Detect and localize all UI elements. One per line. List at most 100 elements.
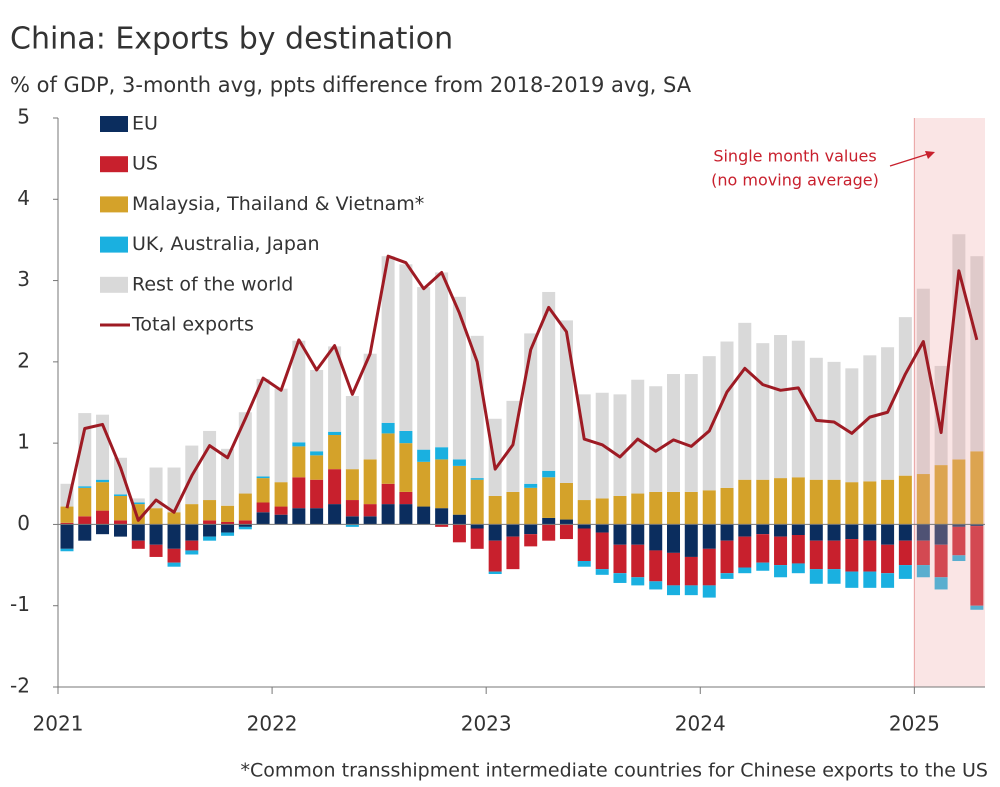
- bar: [524, 483, 538, 488]
- bar: [667, 552, 681, 586]
- bar: [970, 451, 984, 525]
- bar: [185, 550, 199, 555]
- bar: [952, 459, 966, 525]
- bar: [916, 565, 930, 578]
- bar: [649, 386, 663, 492]
- annotation: Single month values: [713, 147, 876, 166]
- y-tick-label: 4: [17, 186, 30, 210]
- bar: [310, 479, 324, 509]
- bar: [631, 544, 645, 578]
- bar: [595, 524, 609, 533]
- bar: [649, 550, 663, 582]
- legend-swatch: [100, 196, 128, 213]
- bar: [60, 522, 74, 525]
- bar: [131, 524, 145, 541]
- bar: [631, 493, 645, 525]
- bar: [435, 459, 449, 509]
- bar: [399, 430, 413, 444]
- bar: [488, 540, 502, 572]
- bar: [452, 524, 466, 543]
- legend-label: US: [132, 153, 158, 175]
- bar: [649, 581, 663, 590]
- bar: [791, 563, 805, 574]
- bar: [435, 524, 449, 527]
- bar: [898, 565, 912, 579]
- bar: [221, 521, 235, 525]
- bar: [96, 510, 110, 525]
- bar: [827, 479, 841, 525]
- bar: [310, 455, 324, 480]
- bar: [417, 449, 431, 462]
- bar: [649, 491, 663, 525]
- bar: [78, 413, 92, 487]
- bar: [827, 540, 841, 570]
- bar: [203, 524, 217, 537]
- bar: [898, 317, 912, 476]
- bar: [452, 459, 466, 466]
- line-series: [65, 254, 979, 522]
- highlight-region: [914, 118, 985, 687]
- bar: [381, 483, 395, 505]
- bar: [595, 532, 609, 570]
- bar: [363, 459, 377, 505]
- bar: [542, 524, 556, 541]
- bar: [345, 524, 359, 527]
- bar: [488, 571, 502, 575]
- bar: [738, 567, 752, 574]
- legend-swatch: [100, 276, 128, 293]
- footnote: *Common transshipment intermediate count…: [241, 760, 989, 782]
- bar: [381, 256, 395, 423]
- bar: [916, 524, 930, 541]
- bar: [238, 524, 252, 527]
- bar: [738, 322, 752, 480]
- bar: [203, 500, 217, 521]
- bar: [863, 524, 877, 541]
- bar: [328, 435, 342, 470]
- bar: [542, 470, 556, 478]
- bar: [399, 443, 413, 492]
- bar: [952, 526, 966, 556]
- bar: [292, 446, 306, 478]
- bar: [167, 548, 181, 563]
- chart-subtitle: % of GDP, 3-month avg, ppts difference f…: [10, 73, 692, 97]
- bar: [809, 524, 823, 541]
- bar: [577, 500, 591, 525]
- bar: [631, 577, 645, 586]
- bar: [863, 571, 877, 588]
- bar: [345, 516, 359, 525]
- bar: [613, 394, 627, 496]
- bar: [203, 430, 217, 501]
- bar: [328, 504, 342, 525]
- bar: [774, 565, 788, 578]
- bar: [203, 520, 217, 525]
- bar: [559, 519, 573, 525]
- bar: [506, 536, 520, 570]
- bar: [488, 418, 502, 496]
- bar: [399, 264, 413, 431]
- bar: [791, 340, 805, 478]
- bar: [167, 467, 181, 513]
- bar: [577, 561, 591, 567]
- bar: [238, 526, 252, 530]
- bar: [845, 524, 859, 540]
- bar: [363, 353, 377, 460]
- bar: [791, 477, 805, 525]
- bar: [720, 341, 734, 488]
- bar: [542, 517, 556, 525]
- bar: [881, 573, 895, 588]
- bar: [774, 536, 788, 566]
- bar: [809, 540, 823, 570]
- bar: [756, 534, 770, 563]
- bar: [435, 508, 449, 525]
- bar: [256, 512, 270, 525]
- bar: [559, 320, 573, 483]
- bar: [613, 573, 627, 583]
- bar: [149, 508, 163, 525]
- bar: [577, 524, 591, 529]
- bar: [791, 534, 805, 564]
- bar: [524, 524, 538, 535]
- bar: [613, 544, 627, 574]
- legend-label: EU: [132, 113, 158, 135]
- bar: [881, 544, 895, 574]
- bar: [96, 482, 110, 511]
